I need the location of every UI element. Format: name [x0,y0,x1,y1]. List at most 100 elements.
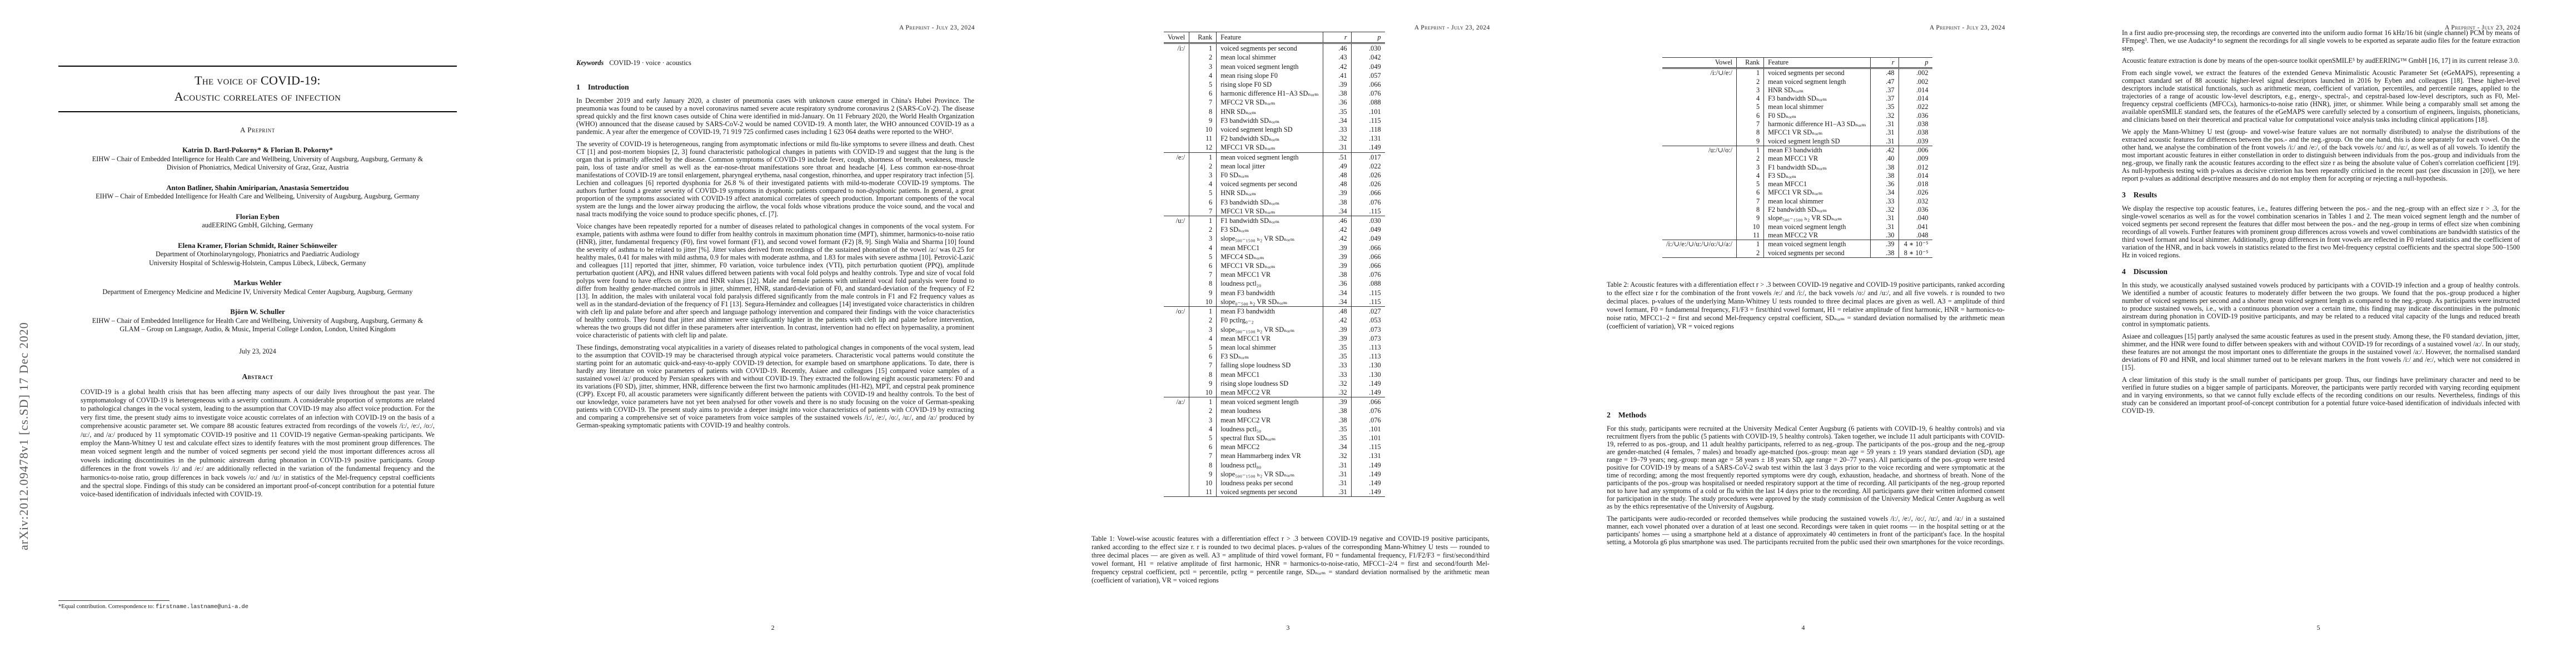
author-block: Elena Kramer, Florian Schmidt, Rainer Sc… [58,242,457,268]
author-block: Anton Batliner, Shahin Amiriparian, Anas… [58,184,457,201]
keywords-line: Keywords COVID-19 · voice · acoustics [576,59,974,67]
vowel-label: /e:/ [1164,152,1190,216]
table-row: /e:/1 mean voiced segment length .51.017 [1164,152,1385,216]
table-2: Vowel Rank Feature r p/i:/∪/e:/1 voiced segme… [1662,57,1932,258]
correspondence-email: firstname.lastname@uni-a.de [156,604,248,610]
table-row: 6 F0 SDₙₒᵣₘ .32.036 [1662,111,1932,121]
paper-date: July 23, 2024 [239,347,276,355]
page-4: A Preprint - July 23, 2024 Vowel Rank Feat… [1546,0,2061,667]
table-row: 2 mean loudness .38.076 [1164,406,1385,416]
table-row: 10 loudness peaks per second .31.149 [1164,478,1385,488]
running-header: A Preprint - July 23, 2024 [899,24,975,31]
section-methods: 2 Methods [1607,411,1647,419]
body-paragraph: Acoustic feature extraction is done by m… [2122,57,2520,64]
column-header: p [1898,57,1932,69]
author-names: Anton Batliner, Shahin Amiriparian, Anas… [166,183,349,192]
table-row: 9 slope₅₀₀₋₁₅₀₀ ₕ₂ VR SDₙₒᵣₘ .31.040 [1662,214,1932,223]
methods-column: 2 Methods For this study, participants we… [1607,411,2005,550]
footnote-rule [58,600,170,601]
title-footnote: *Equal contribution. Correspondence to: … [58,600,420,611]
table-row: 8 MFCC1 VR SDₙₒᵣₘ .31.038 [1662,128,1932,137]
vowel-group: /u:/1 F1 bandwidth SDₙₒᵣₘ .46.030 2 F3 SDₙₒᵣ… [1164,216,1385,307]
discussion-paragraphs: In this study, we acoustically analysed … [2122,281,2520,415]
table-row: 2 F3 SDₙₒᵣₘ .42.049 [1164,225,1385,235]
table-row: 6 harmonic difference H1–A3 SDₙₒᵣₘ .38.076 [1164,89,1385,98]
table-row: 8 loudness pctl₈₀ .31.149 [1164,460,1385,470]
table-row: 11 F2 bandwidth SDₙₒᵣₘ .32.131 [1164,134,1385,143]
table-row: 10 mean MFCC2 VR .32.149 [1164,387,1385,397]
author-affiliation: University Hospital of Schleswig-Holstei… [149,258,366,267]
running-header: A Preprint - July 23, 2024 [1929,24,2005,31]
body-paragraph: A clear limitation of this study is the … [2122,376,2520,415]
table-row: 7 harmonic difference H1–A3 SDₙₒᵣₘ .31.038 [1662,120,1932,129]
table-row: 3 HNR SDₙₒᵣₘ .37.014 [1662,86,1932,95]
body-paragraph: The severity of COVID-19 is heterogeneou… [576,140,974,218]
body-paragraph: Voice changes have been repeatedly repor… [576,222,974,339]
table-row: 8 loudness pctl₂₀ .36.088 [1164,279,1385,288]
table-2-caption: Table 2: Acoustic features with a differ… [1607,281,2005,330]
table-row: 7 MFCC1 VR SDₙₒᵣₘ .34.115 [1164,206,1385,216]
table-row: 9 F3 bandwidth SDₙₒᵣₘ .34.115 [1164,116,1385,126]
table-row: 2 mean local shimmer .43.042 [1164,53,1385,62]
table-row: 4 mean rising slope F0.41.057 [1164,71,1385,81]
title-rule-top [58,66,457,67]
body-paragraph: We apply the Mann-Whitney U test (group-… [2122,128,2520,182]
table-row: 7 mean Hammarberg index VR .32.131 [1164,451,1385,461]
table-header-row: Vowel Rank Feature r p [1662,57,1932,69]
methods-paragraphs: For this study, participants were recrui… [1607,425,2005,546]
vowel-group: /u:/∪/o:/1 mean F3 bandwidth .42.006 2 mean … [1662,146,1932,240]
body-paragraph: The participants were audio-recorded or … [1607,515,2005,546]
title-block: The voice of COVID-19: Acoustic correlat… [58,66,457,499]
body-paragraph: In December 2019 and early January 2020,… [576,97,974,136]
author-affiliation: Department of Emergency Medicine and Med… [102,287,413,296]
author-block: Katrin D. Bartl-Pokorny* & Florian B. Po… [58,146,457,172]
table-row: 10 mean voiced segment length .31.041 [1662,222,1932,231]
table-row: 6 MFCC1 VR SDₙₒᵣₘ .34.026 [1662,188,1932,197]
table-row: 4 mean MFCC1.39.066 [1164,243,1385,252]
body-paragraph: For this study, participants were recrui… [1607,425,2005,510]
column-header: Vowel [1662,57,1737,69]
table-header-row: Vowel Rank Feature r p [1164,32,1385,44]
table-row: 3 F0 SDₙₒᵣₘ .48.026 [1164,171,1385,180]
table-row: 7 MFCC2 VR SDₙₒᵣₘ .36.088 [1164,98,1385,107]
table-row: 2 mean MFCC1 VR .40.009 [1662,155,1932,163]
column-header: r [1322,32,1352,44]
abstract-text: COVID-19 is a global health crisis that … [81,387,435,499]
section-introduction: 1 Introduction [576,83,629,91]
page-number-4: 4 [1801,624,1805,631]
table-row: 11 mean MFCC2 VR .30.048 [1662,231,1932,240]
author-affiliation: EIHW – Chair of Embedded Intelligence fo… [92,155,423,163]
table-row: 5 spectral flux SDₙₒᵣₘ .35.101 [1164,433,1385,443]
author-affiliation: audEERING GmbH, Gilching, Germany [202,221,313,229]
vowel-label: /o:/ [1164,306,1190,397]
table-row: 9 voiced segment length SD .31.039 [1662,137,1932,146]
table-row: 4 voiced segments per second .48.026 [1164,180,1385,189]
page-5: A Preprint - July 23, 2024 In a first au… [2061,0,2576,667]
column-header: r [1870,57,1899,69]
table-row: 3 mean voiced segment length .42.049 [1164,62,1385,71]
keywords-list: COVID-19 · voice · acoustics [609,59,691,67]
paper-title: The voice of COVID-19: Acoustic correlat… [58,67,457,111]
title-rule-bottom [58,111,457,112]
table-row: 2 F0 pctlrg₀₋₂ .42.053 [1164,316,1385,325]
section-results: 3 Results [2122,191,2158,199]
page-2: A Preprint - July 23, 2024 Keywords COVID… [515,0,1247,667]
table-row: 12 MFCC1 VR SDₙₒᵣₘ .31.149 [1164,143,1385,153]
vowel-label: /u:/ [1164,216,1190,307]
author-names: Elena Kramer, Florian Schmidt, Rainer Sc… [178,241,337,250]
page-number-2: 2 [771,624,775,631]
table-row: 6 F3 bandwidth SDₙₒᵣₘ .38.076 [1164,197,1385,207]
author-names: Florian Eyben [236,212,280,221]
table-row: 5 mean MFCC1.36.018 [1662,180,1932,189]
vowel-label: /u:/∪/o:/ [1662,146,1737,240]
table-row: 4 mean MFCC1 VR .39.073 [1164,334,1385,343]
table-row: 6 F3 SDₙₒᵣₘ .35.113 [1164,352,1385,361]
vowel-label: /i:/ [1164,43,1190,153]
page-1: arXiv:2012.09478v1 [cs.SD] 17 Dec 2020 T… [0,0,515,667]
table-row: 3 slope₅₀₀₋₁₅₀₀ ₕ₂ VR SDₙₒᵣₘ .39.073 [1164,325,1385,334]
author-affiliation: EIHW – Chair of Embedded Intelligence fo… [92,316,423,325]
body-paragraph: Asiaee and colleagues [15] partly analys… [2122,332,2520,371]
paper-title-line2: Acoustic correlates of infection [174,89,341,103]
body-paragraph: In this study, we acoustically analysed … [2122,281,2520,328]
